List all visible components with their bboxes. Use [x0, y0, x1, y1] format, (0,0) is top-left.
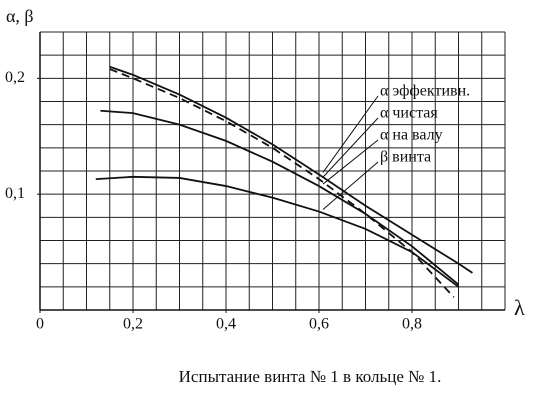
legend-label: α чистая [380, 105, 438, 122]
legend-label: β винта [380, 149, 431, 166]
leader-line [322, 139, 379, 185]
x-axis-label: λ [514, 295, 525, 320]
series-line [109, 68, 455, 298]
series-line [100, 109, 460, 286]
series-line [109, 65, 473, 274]
legend-label: α эффективн. [380, 83, 470, 100]
x-tick-label: 0,4 [216, 316, 236, 333]
y-tick-label: 0,2 [5, 69, 25, 86]
leader-line [322, 117, 379, 178]
x-tick-label: 0,6 [309, 316, 329, 333]
legend-label: α на валу [380, 127, 443, 144]
x-tick-label: 0,2 [123, 316, 143, 333]
series-line [95, 175, 460, 288]
x-tick-label: 0 [36, 316, 44, 333]
x-tick-label: 0,8 [402, 316, 422, 333]
y-tick-label: 0,1 [5, 185, 25, 202]
caption: Испытание винта № 1 в кольце № 1. [179, 367, 442, 386]
leader-line [322, 161, 379, 210]
y-axis-label: α, β [6, 6, 34, 26]
leader-line [322, 95, 379, 173]
